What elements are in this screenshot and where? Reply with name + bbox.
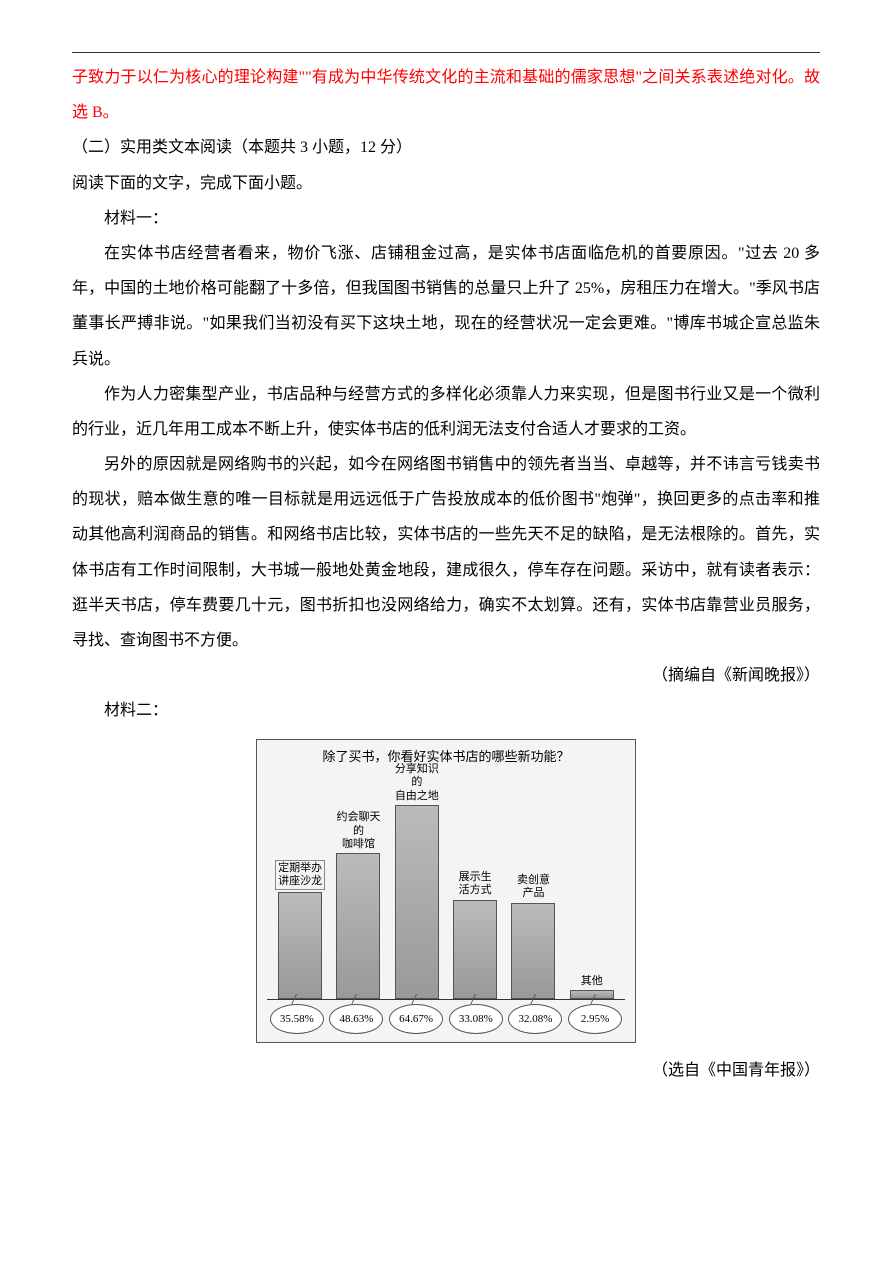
bar-label: 展示生 活方式 <box>459 871 492 897</box>
bar-percent: 48.63% <box>329 1004 383 1034</box>
bar-label: 约会聊天的 咖啡馆 <box>331 811 385 851</box>
bar-chart: 除了买书，你看好实体书店的哪些新功能？ 定期举办 讲座沙龙约会聊天的 咖啡馆分享… <box>256 739 636 1043</box>
material1-label: 材料一： <box>72 201 820 236</box>
material1-source: （摘编自《新闻晚报》） <box>72 658 820 693</box>
material1-para1: 在实体书店经营者看来，物价飞涨、店铺租金过高，是实体书店面临危机的首要原因。"过… <box>72 236 820 377</box>
chart-connector <box>329 994 383 1004</box>
chart-percent-row: 35.58%48.63%64.67%33.08%32.08%2.95% <box>267 1004 625 1034</box>
bar <box>511 903 555 999</box>
answer-explain-red: 子致力于以仁为核心的理论构建""有成为中华传统文化的主流和基础的儒家思想"之间关… <box>72 60 820 130</box>
chart-bars-area: 定期举办 讲座沙龙约会聊天的 咖啡馆分享知识的 自由之地展示生 活方式卖创意 产… <box>267 770 625 1000</box>
bar-label: 其他 <box>581 975 603 988</box>
bar-percent: 64.67% <box>389 1004 443 1034</box>
chart-connector <box>389 994 443 1004</box>
bar-percent: 32.08% <box>508 1004 562 1034</box>
chart-connector <box>270 994 324 1004</box>
material1-para2: 作为人力密集型产业，书店品种与经营方式的多样化必须靠人力来实现，但是图书行业又是… <box>72 377 820 447</box>
bar-label: 分享知识的 自由之地 <box>390 763 444 803</box>
bar <box>453 900 497 999</box>
material2-label: 材料二： <box>72 693 820 728</box>
bar-column: 定期举办 讲座沙龙 <box>273 860 327 999</box>
bar-label: 定期举办 讲座沙龙 <box>275 860 325 890</box>
section-heading: （二）实用类文本阅读（本题共 3 小题，12 分） <box>72 130 820 165</box>
bar <box>336 853 380 999</box>
instruction: 阅读下面的文字，完成下面小题。 <box>72 166 820 201</box>
bar-label: 卖创意 产品 <box>517 874 550 900</box>
chart-connector <box>449 994 503 1004</box>
bar-column: 卖创意 产品 <box>506 874 560 999</box>
bar-column: 展示生 活方式 <box>448 871 502 999</box>
bar-column: 约会聊天的 咖啡馆 <box>331 811 385 998</box>
chart-connector <box>508 994 562 1004</box>
bar-column: 分享知识的 自由之地 <box>390 763 444 999</box>
bar-percent: 2.95% <box>568 1004 622 1034</box>
material1-para3: 另外的原因就是网络购书的兴起，如今在网络图书销售中的领先者当当、卓越等，并不讳言… <box>72 447 820 658</box>
chart-connector <box>568 994 622 1004</box>
bar <box>395 805 439 999</box>
bar-percent: 35.58% <box>270 1004 324 1034</box>
header-rule <box>72 52 820 53</box>
chart-title: 除了买书，你看好实体书店的哪些新功能？ <box>267 748 625 766</box>
material2-source: （选自《中国青年报》） <box>72 1053 820 1088</box>
chart-container: 除了买书，你看好实体书店的哪些新功能？ 定期举办 讲座沙龙约会聊天的 咖啡馆分享… <box>72 739 820 1043</box>
bar-percent: 33.08% <box>449 1004 503 1034</box>
bar <box>278 892 322 999</box>
chart-connectors <box>267 994 625 1004</box>
